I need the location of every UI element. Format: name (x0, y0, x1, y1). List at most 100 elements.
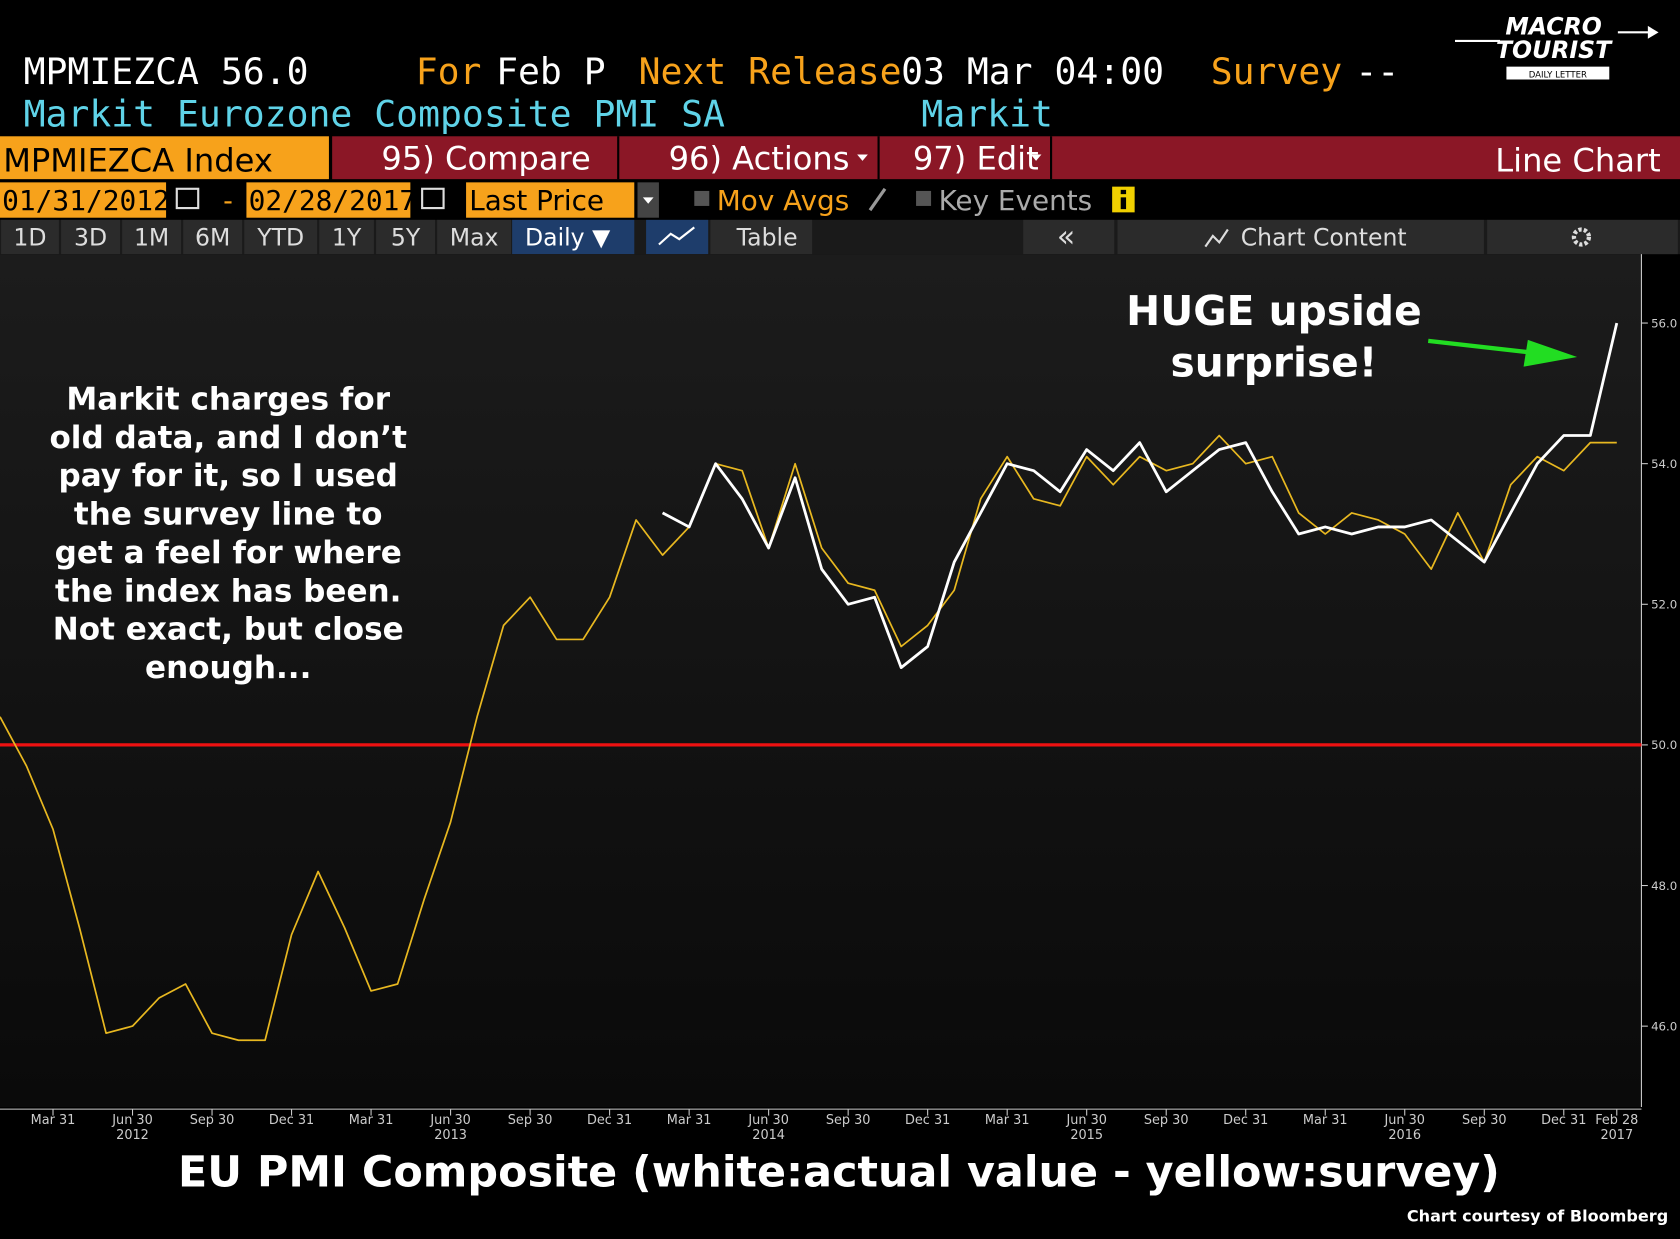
x-tick-label: Mar 31 (349, 1113, 394, 1128)
note-text: Markit charges for (66, 382, 390, 418)
logo-text: DAILY LETTER (1529, 70, 1587, 80)
x-tick-label: Sep 30 (826, 1113, 871, 1128)
plot: 46.0 48.0 50.0 52.0 54.0 56.0 Mar 31 Jun 30 Sep … (0, 287, 1677, 1143)
x-tick-label: Jun 30 (111, 1113, 153, 1128)
range-label: 1Y (332, 224, 362, 252)
table: Table (736, 224, 798, 252)
credit: Chart courtesy of Bloomberg (1407, 1207, 1668, 1226)
range-button[interactable] (122, 219, 182, 255)
callout-arrow (1427, 338, 1544, 356)
range-label: Max (450, 224, 499, 252)
x-tick-label: Dec 31 (905, 1113, 950, 1128)
survey-label: Survey (1211, 50, 1343, 93)
x-tick-label: Sep 30 (508, 1113, 553, 1128)
range-label: 5Y (391, 224, 421, 252)
checkbox[interactable] (694, 190, 710, 206)
toolbar: MPMIEZCA Index 95) Compare 96) Actions 9… (0, 136, 1680, 180)
field: Last Price (469, 184, 604, 217)
field-box[interactable] (466, 182, 635, 218)
for-label: For (416, 50, 482, 93)
chart-content-icon (1204, 228, 1229, 248)
mov-avgs[interactable]: Mov Avgs (717, 184, 849, 217)
series-line (0, 434, 1617, 1042)
caption: EU PMI Composite (white:actual value - y… (178, 1147, 1500, 1197)
start-date-box[interactable] (0, 182, 167, 218)
ticker: MPMIEZCA 56.0 (24, 50, 309, 93)
dropdown-arrow (642, 197, 654, 204)
year-label: 2015 (1070, 1128, 1103, 1143)
year-label: 2014 (752, 1128, 785, 1143)
range-button[interactable] (61, 219, 120, 255)
dropdown-arrow (1030, 154, 1042, 161)
x-tick-label: Mar 31 (667, 1113, 712, 1128)
checkbox[interactable] (916, 190, 932, 206)
note-text: get a feel for where (55, 535, 402, 571)
next-date: 03 Mar 04:00 (901, 50, 1164, 93)
x-tick-label: Jun 30 (747, 1113, 789, 1128)
logo: MACRO TOURIST DAILY LETTER (1455, 12, 1659, 80)
compare-menu[interactable]: 95) Compare (381, 140, 590, 178)
range-button[interactable] (437, 219, 512, 255)
table-button[interactable] (710, 219, 813, 255)
x-tick-label: Dec 31 (587, 1113, 632, 1128)
y-tick-label: 52.0 (1651, 598, 1677, 612)
note-text: old data, and I don’t (49, 420, 407, 456)
key-events[interactable]: Key Events (939, 184, 1093, 217)
x-tick-label: Mar 31 (985, 1113, 1030, 1128)
settings-button[interactable] (1487, 219, 1678, 255)
next-label: Next Release (639, 50, 902, 93)
frequency-box[interactable] (512, 219, 635, 255)
header: MPMIEZCA 56.0 For Feb P Next Release 03 … (24, 50, 1400, 136)
x-tick-label: Dec 31 (1223, 1113, 1268, 1128)
y-tick-label: 56.0 (1651, 316, 1677, 330)
range-button[interactable] (1, 219, 59, 255)
y-tick-label: 46.0 (1651, 1019, 1677, 1033)
collapse-button[interactable] (1023, 219, 1115, 255)
x-tick-label: Jun 30 (1383, 1113, 1424, 1128)
note-text: the index has been. (55, 573, 401, 609)
logo-text: MACRO (1505, 12, 1601, 40)
menu-bar (332, 136, 1680, 180)
range-button[interactable] (376, 219, 435, 255)
security-field: MPMIEZCA Index (3, 142, 273, 180)
note-text: pay for it, so I used (59, 458, 398, 494)
y-tick-label: 54.0 (1651, 457, 1677, 471)
x-tick-label: Feb 28 (1595, 1113, 1638, 1128)
view-title: Line Chart (1495, 142, 1660, 180)
x-tick-label: Jun 30 (429, 1113, 471, 1128)
actions-menu[interactable]: 96) Actions (669, 140, 850, 178)
note-text: enough... (145, 650, 311, 686)
chart-content-button[interactable] (1117, 219, 1484, 255)
x-tick-label: Mar 31 (1303, 1113, 1348, 1128)
calendar-icon[interactable] (175, 187, 200, 210)
calendar-icon[interactable] (421, 187, 445, 210)
source: Markit (921, 93, 1053, 136)
pen-icon[interactable] (868, 187, 887, 212)
range-label: YTD (256, 224, 304, 252)
range-button[interactable] (244, 219, 318, 255)
survey-value: -- (1355, 50, 1399, 93)
range-button[interactable] (319, 219, 374, 255)
frequency: Daily ▼ (525, 224, 611, 252)
date-bar: 01/31/2012 - 02/28/2017 Last Price Mov A… (0, 182, 1135, 218)
callout-text: HUGE upside (1126, 287, 1422, 335)
gear-icon (1571, 227, 1592, 247)
year-label: 2012 (116, 1128, 149, 1143)
logo-banner (1506, 66, 1610, 80)
callout-text: surprise! (1171, 338, 1378, 386)
series-line (661, 322, 1619, 669)
plot-area (0, 254, 1642, 1108)
security-name: Markit Eurozone Composite PMI SA (24, 93, 725, 136)
chart-content: Chart Content (1241, 224, 1407, 252)
x-tick-label: Sep 30 (1144, 1113, 1189, 1128)
info-glyph (1120, 197, 1127, 210)
x-tick-label: Sep 30 (190, 1113, 235, 1128)
collapse: « (1057, 220, 1075, 255)
x-tick-label: Jun 30 (1065, 1113, 1107, 1128)
edit-menu[interactable]: 97) Edit (913, 140, 1039, 178)
security-box[interactable] (0, 136, 329, 180)
end-date-box[interactable] (246, 182, 411, 218)
range-button[interactable] (183, 219, 243, 255)
